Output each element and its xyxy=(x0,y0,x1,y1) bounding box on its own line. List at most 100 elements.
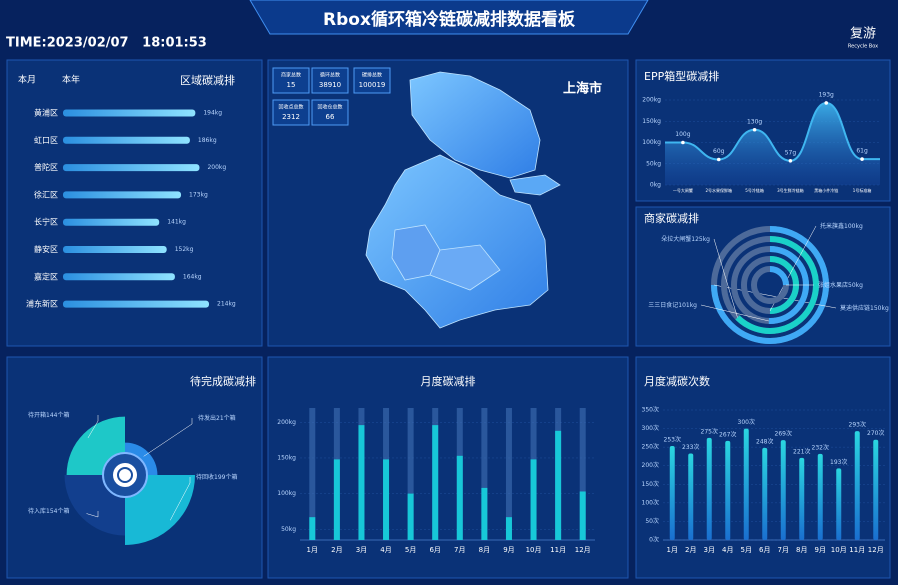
bar xyxy=(555,430,562,540)
bar xyxy=(63,109,196,117)
bar-track xyxy=(407,408,414,540)
y-tick-label: 50kg xyxy=(281,526,296,533)
x-tick-label: 10月 xyxy=(831,546,847,554)
ring-name: 三三日食记 xyxy=(648,301,678,309)
y-tick-label: 150kg xyxy=(642,118,661,125)
value-label: 269次 xyxy=(775,430,792,438)
header-band xyxy=(249,0,649,35)
y-tick-label: 200kg xyxy=(642,97,661,104)
x-tick-label: 1月 xyxy=(667,546,678,554)
category-label: 嘉定区 xyxy=(34,271,58,281)
leader-line xyxy=(143,418,193,457)
logo-subtitle: Recycle Box xyxy=(848,44,878,50)
ring-name: 朵拉大闸蟹 xyxy=(661,235,691,243)
value-label: 193g xyxy=(819,91,834,98)
x-tick-label: 11月 xyxy=(849,546,865,554)
tab[interactable]: 本年 xyxy=(62,74,80,86)
map-island xyxy=(409,71,541,179)
category-label: 黄浦区 xyxy=(34,108,58,118)
ring-bar xyxy=(769,266,789,286)
y-tick-label: 50次 xyxy=(645,517,659,525)
leader-line xyxy=(700,304,769,322)
bar xyxy=(63,273,175,281)
chart-title: EPP箱型碳减排 xyxy=(644,69,719,83)
rose-label: 待回收199个箱 xyxy=(196,473,237,481)
panel xyxy=(6,59,263,347)
chart-title: 商家碳减排 xyxy=(644,211,699,225)
bar-track xyxy=(579,408,586,540)
leader-line xyxy=(87,415,99,439)
x-tick-label: 4月 xyxy=(722,546,733,554)
rose-name: 待入库 xyxy=(28,507,46,515)
y-tick-label: 350次 xyxy=(642,406,659,414)
stat-box xyxy=(311,67,349,94)
x-tick-label: 2号水果保鲜箱 xyxy=(705,187,732,193)
x-tick-label: 2月 xyxy=(331,546,342,554)
y-tick-label: 150kg xyxy=(277,454,296,461)
point xyxy=(860,157,864,161)
rose-label: 待入库154个箱 xyxy=(28,507,69,515)
point xyxy=(824,101,829,105)
chart-title: 区域碳减排 xyxy=(180,73,235,87)
x-tick-label: 6月 xyxy=(759,546,770,554)
map-title: 上海市 xyxy=(563,81,602,97)
y-tick-label: 0kg xyxy=(650,182,661,189)
ring-value: 125kg xyxy=(691,236,710,243)
ring-label: 三三日食记101kg xyxy=(648,301,697,309)
bar xyxy=(817,453,823,540)
value-label: 100g xyxy=(675,131,690,138)
stat-value: 2312 xyxy=(282,113,300,121)
ring-name: 张姐水果店 xyxy=(818,281,848,289)
value-label: 270次 xyxy=(867,429,884,437)
x-tick-label: 一号大闸蟹 xyxy=(673,187,693,193)
leader-line xyxy=(713,238,738,318)
value-label: 300次 xyxy=(738,418,755,426)
x-tick-label: 3号生鲜冷链箱 xyxy=(777,187,804,193)
point xyxy=(716,157,721,162)
stat-label: 碳排总数 xyxy=(362,72,382,79)
y-tick-label: 0次 xyxy=(649,536,659,544)
bar xyxy=(706,437,712,540)
x-tick-label: 5号冷链箱 xyxy=(745,187,764,193)
ring-bar xyxy=(711,226,829,344)
bar xyxy=(456,455,463,540)
stat-value: 100019 xyxy=(359,81,386,89)
logo: 复游 xyxy=(850,27,876,42)
x-tick-label: 8月 xyxy=(796,546,807,554)
y-tick-label: 100kg xyxy=(642,139,661,146)
value-label: 57g xyxy=(785,149,797,156)
value-label: 293次 xyxy=(849,421,866,429)
bar xyxy=(481,487,488,540)
x-tick-label: 8月 xyxy=(479,546,490,554)
stat-label: 回收仓总数 xyxy=(317,104,342,111)
stat-box xyxy=(272,99,310,126)
map-island xyxy=(509,174,561,196)
bar xyxy=(799,457,805,540)
value-label: 221次 xyxy=(793,447,810,455)
stat-value: 15 xyxy=(287,81,296,89)
tab[interactable]: 本月 xyxy=(18,74,36,86)
bar-track xyxy=(481,408,488,540)
value-label: 152kg xyxy=(175,246,194,253)
stat-box xyxy=(311,99,349,126)
category-label: 普陀区 xyxy=(34,162,58,172)
line xyxy=(665,101,880,162)
ring-name: 莫迪供应链 xyxy=(840,304,870,312)
stat-label: 商家总数 xyxy=(281,72,301,79)
value-label: 253次 xyxy=(664,436,681,444)
y-tick-label: 50kg xyxy=(646,160,661,167)
chart-title: 月度碳减排 xyxy=(421,374,476,388)
map-mainland xyxy=(365,154,549,329)
rose-name: 待发出 xyxy=(198,414,216,422)
bar xyxy=(669,446,675,540)
category-label: 徐汇区 xyxy=(34,189,58,199)
x-tick-label: 9月 xyxy=(815,546,826,554)
x-tick-label: 10月 xyxy=(526,546,542,554)
bar xyxy=(63,164,200,172)
x-tick-label: 黑箱小件冷链 xyxy=(814,187,838,193)
ring-name: 托米旗鑫 xyxy=(820,222,844,230)
rose-icon xyxy=(113,463,137,487)
category-label: 静安区 xyxy=(34,244,58,254)
value-label: 164kg xyxy=(183,273,202,280)
